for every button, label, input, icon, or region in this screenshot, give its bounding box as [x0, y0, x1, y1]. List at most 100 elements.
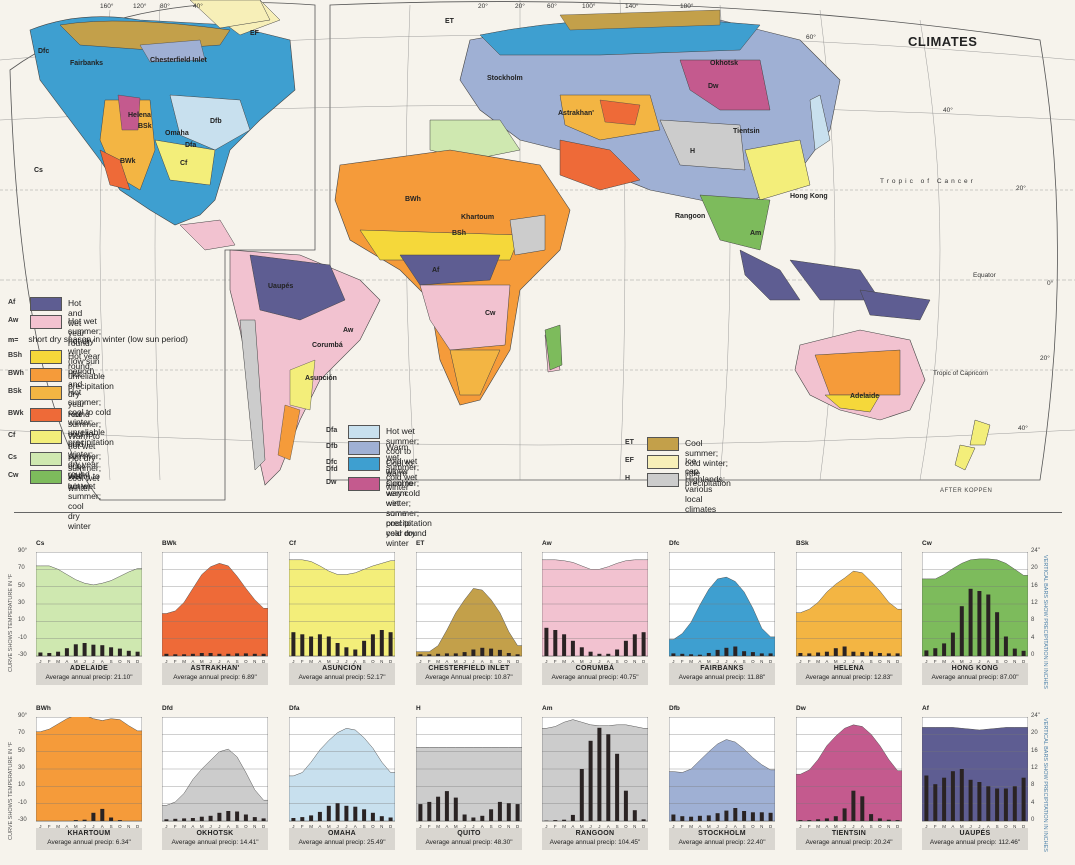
place-rangoon: Rangoon — [675, 213, 705, 220]
precip-tick-label: 0 — [1031, 652, 1034, 658]
precip-bar — [309, 637, 313, 657]
precip-bar — [1013, 786, 1017, 821]
chart-climate-code: Dfc — [669, 540, 679, 547]
degree-label: 40° — [1018, 425, 1028, 432]
precip-bar — [843, 647, 847, 657]
precip-bar — [580, 647, 584, 656]
precip-bar — [1004, 637, 1008, 657]
precip-bar — [680, 816, 684, 821]
precip-bar — [896, 653, 900, 656]
precip-bar — [606, 654, 610, 656]
zone-code-label: Af — [432, 267, 439, 274]
precip-bar — [798, 820, 802, 821]
precip-bar — [969, 780, 973, 821]
precip-bar — [109, 647, 113, 656]
station-annual-precip: Average annual precip: 48.30" — [416, 839, 522, 846]
chart-climate-code: BSk — [796, 540, 809, 547]
precip-bar — [798, 653, 802, 656]
precip-bar — [995, 789, 999, 822]
place-tientsin: Tientsin — [733, 128, 760, 135]
temperature-tick-label: 90° — [18, 713, 27, 719]
precip-tick-label: 12 — [1031, 765, 1038, 771]
zone-code-label: BWk — [120, 158, 136, 165]
precip-tick-label: 16 — [1031, 583, 1038, 589]
chart-climate-code: Dw — [796, 705, 806, 712]
temperature-area — [922, 727, 1028, 821]
precip-bar — [136, 652, 140, 656]
place-hong-kong: Hong Kong — [790, 193, 828, 200]
precip-bar — [769, 813, 773, 821]
precip-bar — [724, 648, 728, 656]
legend-note: m=short dry season in winter (low sun pe… — [8, 334, 188, 344]
precip-bar — [173, 819, 177, 821]
precip-bar — [235, 812, 239, 822]
zone-code-label: Dw — [708, 83, 719, 90]
legend-code: Aw — [8, 317, 18, 324]
precip-bar — [83, 643, 87, 656]
precip-bar — [109, 818, 113, 822]
precip-bar — [942, 778, 946, 821]
precip-bar — [380, 816, 384, 821]
station-name: CHESTERFIELD INLET — [416, 665, 522, 672]
zone-code-label: Dfb — [210, 118, 222, 125]
precip-tick-label: 16 — [1031, 748, 1038, 754]
precip-bar — [960, 606, 964, 656]
precip-bar — [933, 648, 937, 656]
degree-label: 80° — [160, 3, 170, 10]
precip-bar — [1004, 789, 1008, 822]
precip-bar — [671, 653, 675, 656]
precip-bar — [977, 591, 981, 656]
station-name: QUITO — [416, 830, 522, 837]
legend-code: BWh — [8, 370, 24, 377]
precip-bar — [716, 650, 720, 656]
station-annual-precip: Average annual precip: 40.75" — [542, 674, 648, 681]
legend-swatch — [30, 430, 62, 444]
legend-code: Cs — [8, 454, 17, 461]
precip-bar — [942, 643, 946, 656]
precip-bar — [182, 818, 186, 821]
temperature-tick-label: 90° — [18, 548, 27, 554]
precip-bar — [724, 811, 728, 821]
temperature-tick-label: 10 — [18, 782, 25, 788]
temperature-tick-label: 30 — [18, 600, 25, 606]
precip-bar — [597, 654, 601, 656]
precip-bar — [445, 653, 449, 656]
precip-bar — [100, 645, 104, 656]
place-omaha: Omaha — [165, 130, 189, 137]
precip-bar — [291, 632, 295, 656]
degree-label: 180° — [680, 3, 693, 10]
zone-code-label: H — [690, 148, 695, 155]
temperature-area — [542, 720, 648, 821]
chart-climate-code: Aw — [542, 540, 552, 547]
precip-bar — [454, 798, 458, 821]
precip-bar — [91, 813, 95, 821]
precip-bar — [571, 815, 575, 821]
zone-code-label: Dfc — [38, 48, 49, 55]
precip-bar — [74, 644, 78, 656]
place-khartoum: Khartoum — [461, 214, 494, 221]
precip-bar — [924, 776, 928, 822]
precip-bar — [933, 784, 937, 821]
precip-bar — [951, 771, 955, 821]
station-annual-precip: Average Annual precip: 10.87" — [416, 674, 522, 681]
precip-bar — [389, 632, 393, 656]
legend-code: ET — [625, 439, 634, 446]
precip-bar — [671, 815, 675, 822]
precip-bar — [353, 650, 357, 657]
legend-swatch — [30, 315, 62, 329]
temperature-tick-label: -10 — [18, 800, 27, 806]
precip-bar — [91, 645, 95, 656]
legend-code: Af — [8, 299, 15, 306]
station-annual-precip: Average annual precip: 112.46" — [922, 839, 1028, 846]
precip-bar — [209, 653, 213, 656]
